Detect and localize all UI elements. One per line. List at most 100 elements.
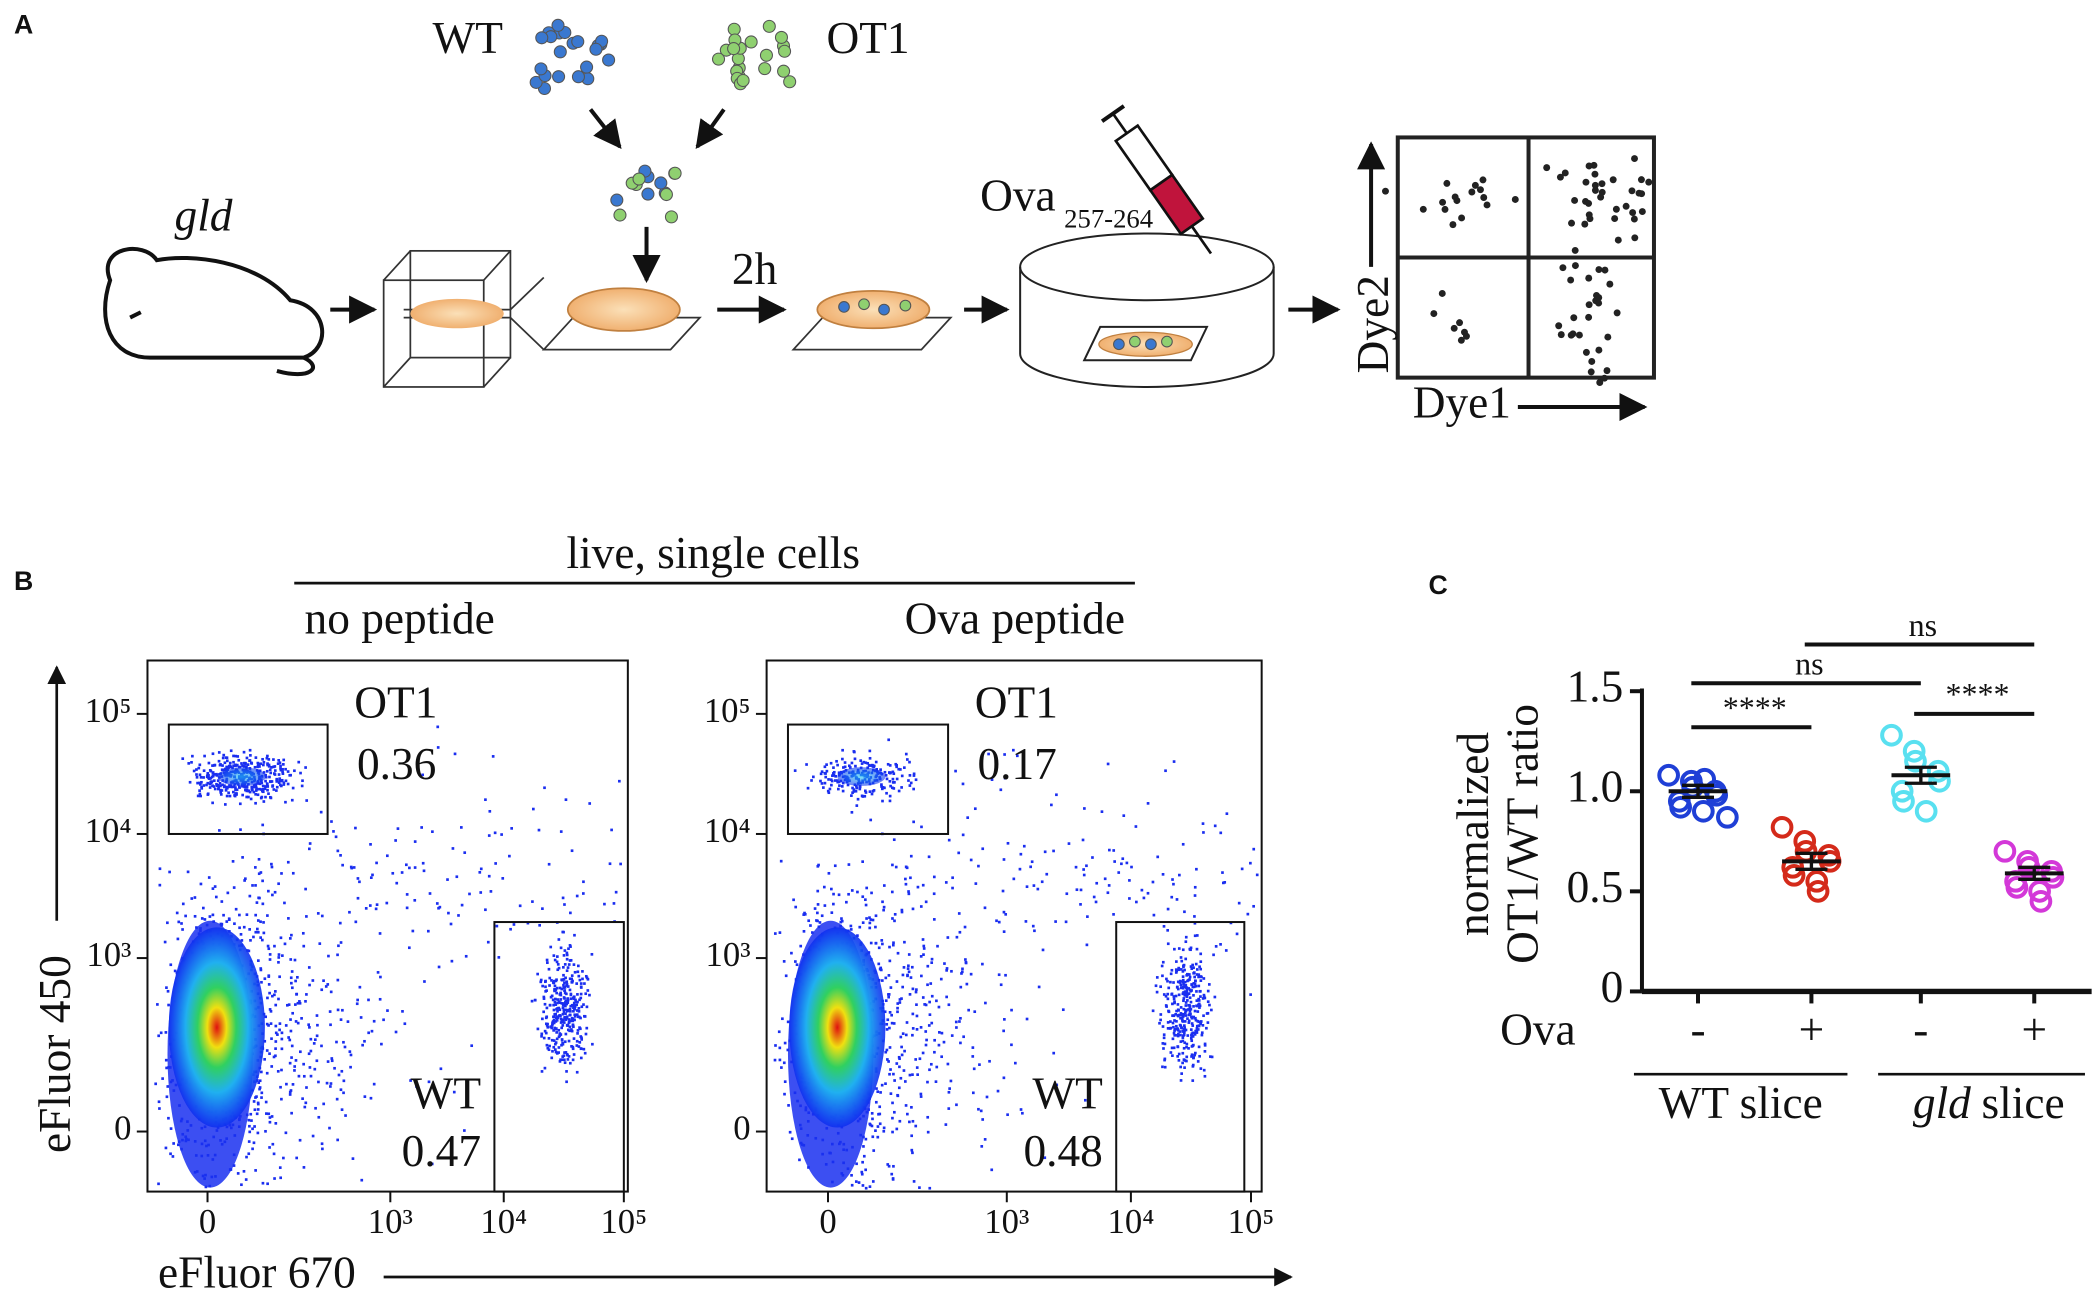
event-dot [271,893,274,897]
event-dot [354,920,358,924]
event-dot [1185,991,1189,995]
event-dot [277,781,281,785]
event-dot [830,911,834,914]
event-dot [560,978,564,982]
event-dot [269,1009,273,1013]
event-dot [579,1035,583,1038]
event-dot [270,1065,274,1068]
event-dot [805,763,808,766]
event-dot [896,1094,900,1098]
event-dot [574,998,577,1002]
event-dot [221,756,225,760]
event-dot [861,795,865,798]
event-dot [950,969,953,973]
event-dot [437,906,440,910]
event-dot [940,1055,944,1059]
event-dot [202,776,205,779]
event-dot [208,786,212,789]
cell [1113,338,1125,351]
event-dot [232,754,235,758]
event-dot [1195,867,1198,871]
event-dot [1188,973,1191,976]
event-dot [296,1001,300,1005]
event-dot [893,780,896,784]
event-dot [552,1039,556,1042]
event-dot [210,780,213,783]
event-dot [394,839,397,842]
event-dot [1181,986,1185,990]
event-dot [577,964,580,968]
plot-title: no peptide [305,594,495,644]
event-dot [841,789,845,793]
event-dot [275,785,279,789]
event-dot [248,759,251,763]
event-dot [543,1002,547,1006]
event-dot [879,968,883,972]
event-dot [449,922,453,926]
event-dot [995,919,998,923]
event-dot [1140,888,1144,892]
event-dot [929,982,933,985]
event-dot [268,958,272,961]
event-dot [556,998,560,1001]
event-dot [573,1013,577,1017]
event-dot [195,775,199,779]
event-dot [1195,1030,1198,1033]
event-dot [959,1041,962,1045]
quadrant-dot [1419,205,1427,213]
event-dot [1208,1003,1211,1007]
event-dot [1161,960,1165,964]
event-dot [1181,1020,1185,1023]
data-point [1902,739,1926,763]
event-dot [290,970,294,973]
event-dot [891,786,894,790]
quadrant-dot [1457,336,1465,344]
data-point [1805,870,1829,893]
brain-slice [410,298,504,329]
y-tick-label: 10⁴ [85,811,132,850]
density [168,927,265,1128]
event-dot [911,1119,915,1123]
event-dot [1182,1012,1186,1016]
event-dot [1213,824,1217,828]
event-dot [321,1147,324,1151]
event-dot [1193,894,1197,897]
event-dot [544,985,547,989]
gate-percent: 0.36 [357,739,436,789]
event-dot [218,829,221,832]
event-dot [327,954,330,958]
event-dot [227,766,230,769]
event-dot [563,1016,567,1019]
cell-label: WT [432,13,503,63]
event-dot [827,871,831,875]
y-tick-label: 0 [733,1109,750,1148]
event-dot [245,795,249,799]
event-dot [267,1112,271,1116]
event-dot [247,949,251,953]
density [217,767,266,786]
quadrant-dot [1571,262,1579,270]
event-dot [1182,1058,1186,1061]
quadrant-dot [1575,331,1583,339]
event-dot [336,849,340,853]
event-dot [898,998,902,1001]
event-dot [1181,978,1185,982]
event-dot [566,1008,569,1012]
event-dot [881,900,884,904]
cell [727,42,741,56]
event-dot [451,847,455,850]
event-dot [1003,753,1006,756]
event-dot [1180,1016,1184,1020]
event-dot [583,1014,586,1018]
event-dot [1183,910,1186,914]
event-dot [1085,943,1089,947]
event-dot [799,944,803,948]
data-point [2005,876,2029,899]
event-dot [841,757,844,761]
event-dot [1160,964,1164,968]
event-dot [238,926,241,930]
event-dot [967,1008,970,1012]
quadrant-dot [1585,199,1593,207]
event-dot [275,789,278,792]
event-dot [918,1186,921,1189]
